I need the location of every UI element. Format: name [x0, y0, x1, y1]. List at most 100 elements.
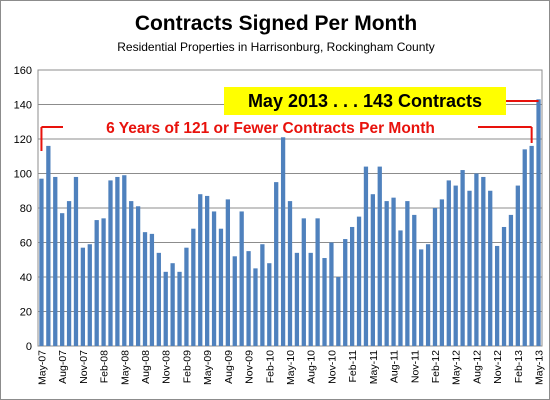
bar	[94, 220, 99, 346]
y-tick-label: 0	[26, 341, 32, 353]
bar-layer	[39, 99, 541, 346]
bar	[398, 230, 403, 346]
bar	[460, 170, 465, 346]
axis-layer: 0 20 40 60 80 100 120 140 160	[14, 65, 543, 353]
highlight-box	[224, 87, 506, 115]
bar	[156, 252, 161, 346]
bar	[129, 201, 134, 346]
bar	[66, 201, 72, 346]
bar	[170, 263, 175, 346]
bar	[432, 208, 438, 346]
bar	[246, 251, 251, 346]
x-tick-label: Nov-12	[492, 350, 504, 384]
bar	[529, 145, 534, 346]
bar	[522, 149, 527, 346]
bar	[142, 232, 148, 346]
y-tick-label: 80	[20, 203, 32, 215]
x-tick-label: Aug-09	[223, 350, 235, 384]
chart-subtitle: Residential Properties in Harrisonburg, …	[117, 40, 434, 54]
bar	[425, 244, 431, 346]
bar	[474, 173, 479, 346]
bar	[301, 218, 306, 346]
x-tick-label: May-12	[451, 350, 463, 385]
x-tick-label: Nov-09	[244, 350, 256, 384]
bar	[501, 226, 507, 346]
bar	[287, 201, 293, 346]
bar	[405, 201, 410, 346]
bar	[419, 249, 424, 346]
bar	[363, 166, 369, 346]
bar	[46, 145, 51, 346]
x-tick-label: Nov-10	[326, 350, 338, 384]
bar	[274, 182, 279, 346]
y-tick-label: 100	[14, 169, 32, 181]
bar	[260, 244, 265, 346]
x-tick-label: Feb-11	[347, 350, 359, 383]
chart-title: Contracts Signed Per Month	[135, 12, 417, 35]
bar	[280, 137, 286, 346]
y-tick-label: 60	[20, 238, 32, 250]
bar	[356, 216, 362, 346]
bar	[149, 233, 155, 346]
bar	[315, 218, 320, 346]
bar	[108, 180, 113, 346]
bar	[253, 268, 258, 346]
bar	[488, 190, 493, 346]
bar	[446, 180, 451, 346]
bar	[122, 175, 127, 346]
bar	[211, 211, 217, 346]
x-tick-label: Aug-07	[57, 350, 69, 384]
highlight-label: May 2013 . . . 143 Contracts	[248, 91, 482, 111]
bar	[329, 242, 334, 346]
bar	[101, 218, 106, 346]
x-tick-labels: May-07 Aug-07 Nov-07 Feb-08 May-08 Aug-08 Nov-…	[36, 350, 545, 385]
bar	[53, 176, 58, 346]
bar	[322, 258, 327, 346]
bar	[343, 239, 348, 346]
x-tick-label: Aug-12	[471, 350, 483, 384]
bar	[308, 252, 313, 346]
bar	[508, 214, 514, 346]
bar	[239, 211, 244, 346]
bar	[135, 206, 141, 346]
bar	[225, 199, 231, 346]
bar	[177, 271, 182, 346]
bar	[39, 178, 44, 346]
bar	[232, 256, 237, 346]
x-tick-label: May-07	[36, 350, 48, 385]
bar	[370, 194, 375, 346]
bar	[294, 252, 300, 346]
bar	[184, 247, 189, 346]
bar	[349, 226, 355, 346]
bar	[198, 194, 203, 346]
bracket-label: 6 Years of 121 or Fewer Contracts Per Mo…	[106, 120, 435, 137]
bar	[336, 277, 341, 346]
x-tick-label: Feb-10	[264, 350, 276, 383]
bar	[218, 228, 224, 346]
x-tick-label: May-13	[534, 350, 546, 385]
bar	[494, 245, 500, 346]
x-tick-label: Nov-07	[78, 350, 90, 384]
annotation-layer: May 2013 . . . 143 Contracts 6 Years of 1…	[40, 87, 539, 151]
bar	[205, 195, 210, 346]
x-tick-label: Aug-11	[389, 350, 401, 383]
x-tick-label: May-10	[285, 350, 297, 385]
bar	[536, 99, 541, 346]
x-tick-label: Feb-08	[99, 350, 111, 383]
bar	[191, 228, 196, 346]
x-tick-label: May-08	[119, 350, 131, 385]
x-tick-label: May-09	[202, 350, 214, 385]
x-tick-label: May-11	[368, 350, 380, 384]
bar	[267, 263, 272, 346]
bar	[467, 190, 472, 346]
y-tick-label: 120	[14, 134, 32, 146]
bar	[80, 247, 86, 346]
x-tick-label: Nov-08	[161, 350, 173, 384]
y-tick-label: 140	[14, 100, 32, 112]
bar	[391, 197, 396, 346]
bar	[87, 244, 92, 346]
x-tick-label: Aug-10	[306, 350, 318, 384]
x-tick-label: Feb-13	[513, 350, 525, 383]
